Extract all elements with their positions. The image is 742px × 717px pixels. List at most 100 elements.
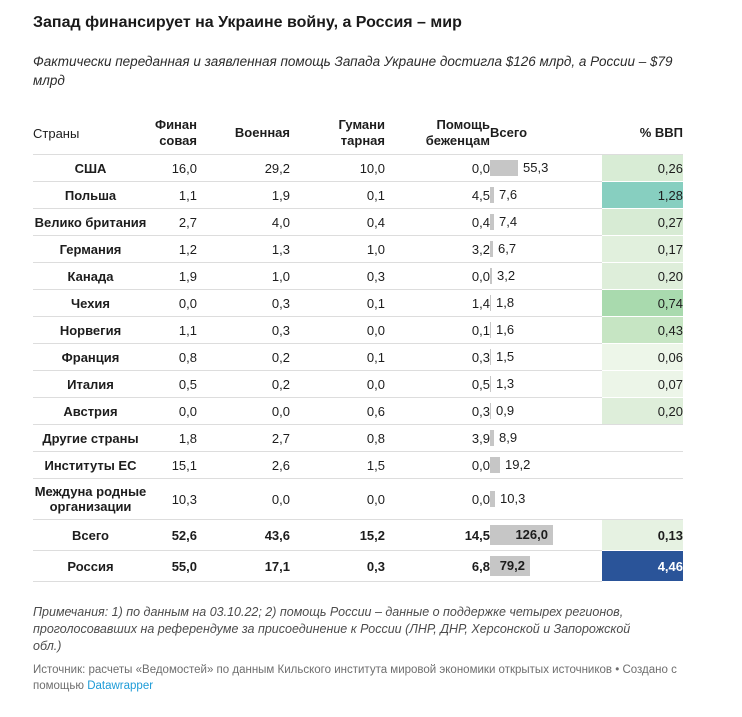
table-row: Институты ЕС 15,1 2,6 1,5 0,0 19,2 [33, 451, 683, 479]
country-cell: Россия [33, 550, 148, 582]
total-bar [490, 430, 494, 446]
column-header-gdp-pct: % ВВП [602, 112, 683, 155]
total-cell: 1,6 [490, 316, 602, 344]
total-value: 79,2 [499, 558, 525, 573]
total-value: 6,7 [498, 241, 517, 256]
country-cell: Междуна родные организации [33, 478, 148, 520]
refugees-cell: 0,1 [385, 316, 490, 344]
financial-cell: 1,1 [148, 316, 197, 344]
military-cell: 43,6 [197, 519, 290, 551]
total-cell: 126,0 [490, 519, 602, 551]
table-row: Чехия 0,0 0,3 0,1 1,4 1,8 0,74 [33, 289, 683, 317]
country-cell: США [33, 154, 148, 182]
total-bar [490, 322, 491, 338]
column-header-refugees: Помощь беженцам [385, 112, 490, 155]
table-row: Россия 55,0 17,1 0,3 6,8 79,2 4,46 [33, 550, 683, 582]
military-cell: 2,7 [197, 424, 290, 452]
refugees-cell: 0,0 [385, 451, 490, 479]
gdp-pct-cell: 0,13 [602, 519, 683, 551]
gdp-pct-cell: 1,28 [602, 181, 683, 209]
total-cell: 8,9 [490, 424, 602, 452]
table-row: Италия 0,5 0,2 0,0 0,5 1,3 0,07 [33, 370, 683, 398]
military-cell: 1,9 [197, 181, 290, 209]
military-cell: 2,6 [197, 451, 290, 479]
gdp-pct-cell: 4,46 [602, 550, 683, 582]
country-cell: Другие страны [33, 424, 148, 452]
table-row: США 16,0 29,2 10,0 0,0 55,3 0,26 [33, 154, 683, 182]
refugees-cell: 3,9 [385, 424, 490, 452]
datawrapper-link[interactable]: Datawrapper [87, 680, 154, 692]
refugees-cell: 0,4 [385, 208, 490, 236]
country-cell: Велико британия [33, 208, 148, 236]
total-bar-wrap: 6,7 [490, 241, 602, 257]
table-row: Франция 0,8 0,2 0,1 0,3 1,5 0,06 [33, 343, 683, 371]
financial-cell: 1,9 [148, 262, 197, 290]
table-row: Норвегия 1,1 0,3 0,0 0,1 1,6 0,43 [33, 316, 683, 344]
table-row: Всего 52,6 43,6 15,2 14,5 126,0 0,13 [33, 519, 683, 551]
total-value: 1,8 [496, 295, 515, 310]
total-bar [490, 491, 495, 507]
financial-cell: 55,0 [148, 550, 197, 582]
refugees-cell: 0,3 [385, 397, 490, 425]
column-header-countries: Страны [33, 112, 148, 155]
total-value: 7,6 [499, 187, 518, 202]
total-bar-wrap: 1,5 [490, 349, 602, 365]
table-row: Австрия 0,0 0,0 0,6 0,3 0,9 0,20 [33, 397, 683, 425]
country-cell: Австрия [33, 397, 148, 425]
total-bar [490, 241, 493, 257]
refugees-cell: 14,5 [385, 519, 490, 551]
gdp-pct-cell: 0,17 [602, 235, 683, 263]
chart-notes: Примечания: 1) по данным на 03.10.22; 2)… [33, 605, 631, 653]
financial-cell: 0,0 [148, 397, 197, 425]
total-bar-wrap: 0,9 [490, 403, 602, 419]
gdp-pct-cell: 0,20 [602, 397, 683, 425]
military-cell: 1,0 [197, 262, 290, 290]
table-row: Германия 1,2 1,3 1,0 3,2 6,7 0,17 [33, 235, 683, 263]
page-title: Запад финансирует на Украине войну, а Ро… [33, 14, 462, 31]
refugees-cell: 6,8 [385, 550, 490, 582]
total-value: 0,9 [496, 403, 515, 418]
total-value: 126,0 [515, 527, 548, 542]
financial-cell: 0,0 [148, 289, 197, 317]
total-bar-wrap: 8,9 [490, 430, 602, 446]
total-value: 10,3 [500, 491, 526, 506]
country-cell: Италия [33, 370, 148, 398]
total-bar-wrap: 7,6 [490, 187, 602, 203]
total-bar-wrap: 19,2 [490, 457, 602, 473]
total-value: 8,9 [499, 430, 518, 445]
source-text: Источник: расчеты «Ведомостей» по данным… [33, 664, 677, 692]
total-value: 7,4 [499, 214, 518, 229]
military-cell: 0,3 [197, 289, 290, 317]
gdp-pct-cell [602, 478, 683, 520]
gdp-pct-cell [602, 451, 683, 479]
column-header-military: Военная [197, 112, 290, 155]
total-cell: 0,9 [490, 397, 602, 425]
total-bar-wrap: 1,6 [490, 322, 602, 338]
humanitarian-cell: 0,3 [290, 550, 385, 582]
financial-cell: 2,7 [148, 208, 197, 236]
humanitarian-cell: 0,1 [290, 289, 385, 317]
country-cell: Германия [33, 235, 148, 263]
humanitarian-cell: 10,0 [290, 154, 385, 182]
military-cell: 1,3 [197, 235, 290, 263]
total-bar-wrap: 55,3 [490, 160, 602, 176]
gdp-pct-cell: 0,43 [602, 316, 683, 344]
humanitarian-cell: 0,6 [290, 397, 385, 425]
total-bar [490, 160, 518, 176]
refugees-cell: 0,0 [385, 478, 490, 520]
total-cell: 6,7 [490, 235, 602, 263]
total-bar [490, 457, 500, 473]
total-bar-wrap: 3,2 [490, 268, 602, 284]
total-value: 55,3 [523, 160, 549, 175]
financial-cell: 0,5 [148, 370, 197, 398]
gdp-pct-cell: 0,27 [602, 208, 683, 236]
table-row: Польша 1,1 1,9 0,1 4,5 7,6 1,28 [33, 181, 683, 209]
military-cell: 0,2 [197, 343, 290, 371]
total-cell: 55,3 [490, 154, 602, 182]
financial-cell: 15,1 [148, 451, 197, 479]
total-bar: 79,2 [490, 556, 530, 576]
financial-cell: 52,6 [148, 519, 197, 551]
total-value: 1,6 [496, 322, 515, 337]
chart-subtitle: Фактически переданная и заявленная помощ… [33, 54, 673, 88]
gdp-pct-cell: 0,07 [602, 370, 683, 398]
